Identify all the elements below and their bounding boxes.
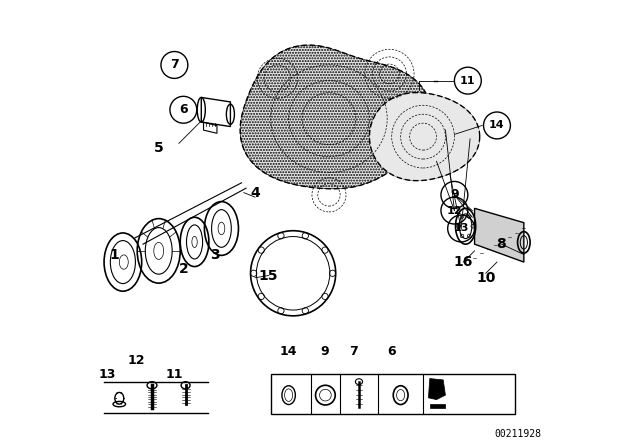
Text: 14: 14 <box>280 345 298 358</box>
Text: 5: 5 <box>154 141 164 155</box>
Polygon shape <box>369 93 480 181</box>
Text: 9: 9 <box>450 188 459 202</box>
Text: 6: 6 <box>387 345 396 358</box>
Text: 12: 12 <box>127 354 145 367</box>
Text: 12: 12 <box>447 206 462 215</box>
Text: 15: 15 <box>259 268 278 283</box>
Text: 10: 10 <box>476 271 495 285</box>
Polygon shape <box>430 404 445 408</box>
Text: 7: 7 <box>349 345 358 358</box>
Text: 7: 7 <box>170 58 179 72</box>
Text: 00211928: 00211928 <box>495 429 541 439</box>
Text: 11: 11 <box>460 76 476 86</box>
Polygon shape <box>475 208 524 262</box>
Text: 2: 2 <box>179 262 188 276</box>
Text: 6: 6 <box>179 103 188 116</box>
Text: 9: 9 <box>320 345 329 358</box>
Text: 4: 4 <box>250 185 260 200</box>
Text: 8: 8 <box>497 237 506 251</box>
Text: 3: 3 <box>210 248 220 263</box>
Text: 13: 13 <box>99 367 116 381</box>
Polygon shape <box>428 379 445 400</box>
Text: 1: 1 <box>109 248 119 263</box>
Text: 13: 13 <box>453 224 469 233</box>
Text: 11: 11 <box>166 367 183 381</box>
Polygon shape <box>240 45 431 189</box>
Text: 16: 16 <box>454 255 473 269</box>
Text: 14: 14 <box>489 121 505 130</box>
